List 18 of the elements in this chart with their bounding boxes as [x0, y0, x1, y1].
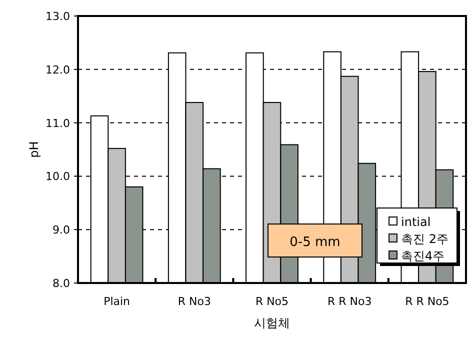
x-tick-label: R R No5 [405, 295, 450, 308]
x-tick-label: R R No3 [327, 295, 372, 308]
legend-label: 촉진4주 [401, 249, 445, 263]
legend-label: intial [401, 215, 431, 229]
x-tick-label: R No3 [178, 295, 211, 308]
y-tick-label: 8.0 [52, 277, 70, 290]
annotation: 0-5 mm [290, 235, 340, 250]
legend-label: 촉진 2주 [401, 232, 448, 246]
y-tick-label: 12.0 [46, 63, 70, 76]
y-tick-label: 9.0 [52, 224, 70, 237]
y-axis-title: pH [27, 141, 41, 158]
annotation: 0-5 mm [268, 224, 362, 258]
y-tick-label: 13.0 [46, 10, 70, 23]
x-axis-title: 시험체 [254, 316, 290, 330]
y-tick-label: 11.0 [46, 116, 70, 130]
x-tick-label: R No5 [255, 295, 289, 308]
x-tick-label: Plain [104, 295, 130, 308]
y-tick-label: 10.0 [46, 170, 70, 184]
